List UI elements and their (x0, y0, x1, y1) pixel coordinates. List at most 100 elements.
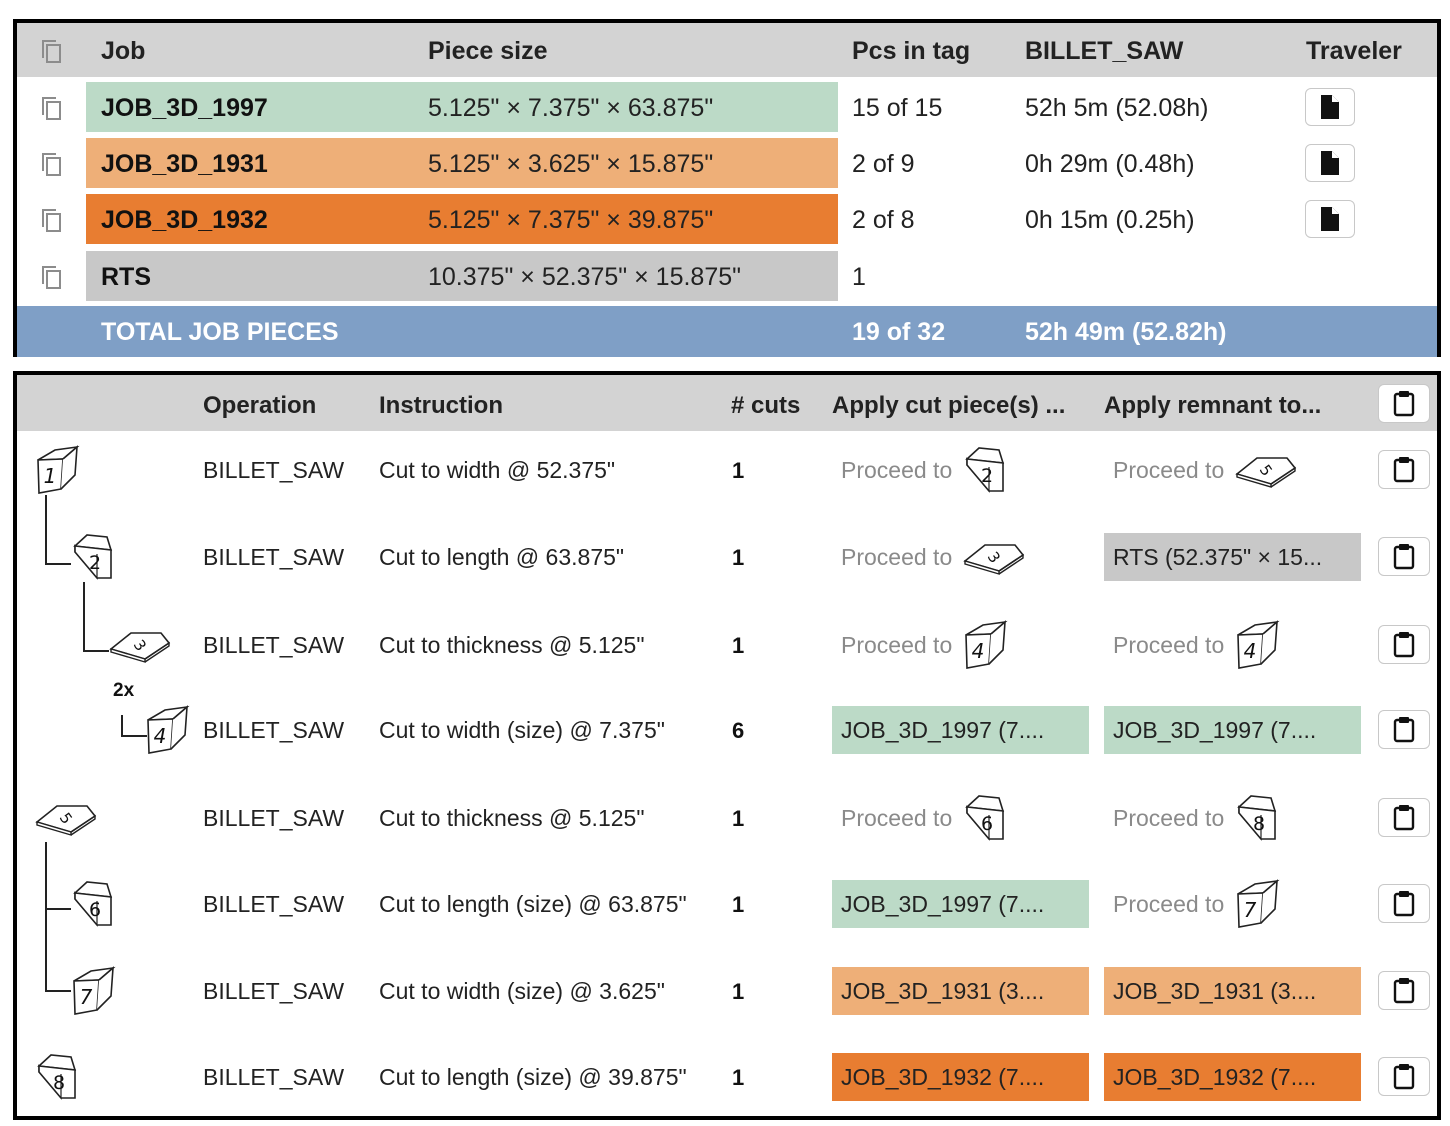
header-apply-cut[interactable]: Apply cut piece(s) ... (832, 392, 1066, 419)
svg-text:7: 7 (80, 985, 93, 1009)
job-color-band (86, 251, 838, 301)
svg-text:8: 8 (1253, 813, 1265, 835)
billet-saw-time: 0h 15m (0.25h) (1025, 206, 1195, 234)
pcs-in-tag: 15 of 15 (852, 94, 943, 122)
tree-line (45, 842, 47, 992)
cuts-count: 1 (732, 545, 745, 570)
piece-2-icon[interactable]: 2 (71, 532, 115, 582)
piece-4-icon[interactable]: 4 (963, 620, 1011, 672)
copy-row-button[interactable] (1378, 450, 1430, 489)
apply-cut-target[interactable]: JOB_3D_1932 (7.... (832, 1053, 1089, 1101)
job-name: JOB_3D_1997 (101, 94, 268, 122)
copy-row-button[interactable] (1378, 625, 1430, 664)
copy-row-button[interactable] (1378, 710, 1430, 749)
proceed-to-label: Proceed to (1113, 805, 1225, 831)
clipboard-icon (1393, 544, 1415, 570)
pcs-in-tag: 1 (852, 263, 866, 291)
instruction-text: Cut to width (size) @ 7.375" (379, 717, 665, 743)
copy-row-button[interactable] (1378, 798, 1430, 837)
apply-remnant-target[interactable]: JOB_3D_1931 (3.... (1104, 967, 1361, 1015)
piece-7-icon[interactable]: 7 (1235, 879, 1283, 931)
piece-4-icon[interactable]: 4 (145, 705, 193, 757)
header-apply-remnant[interactable]: Apply remnant to... (1104, 392, 1322, 419)
instruction-text: Cut to length @ 63.875" (379, 544, 625, 570)
copy-icon[interactable] (40, 151, 62, 177)
proceed-to-label: Proceed to (1113, 891, 1225, 917)
header-traveler[interactable]: Traveler (1306, 37, 1402, 65)
job-name: RTS (101, 263, 151, 291)
operation-name: BILLET_SAW (203, 632, 345, 658)
apply-remnant-target[interactable]: JOB_3D_1997 (7.... (1104, 706, 1361, 754)
copy-row-button[interactable] (1378, 971, 1430, 1010)
traveler-button[interactable] (1305, 144, 1355, 182)
header-operation[interactable]: Operation (203, 392, 317, 419)
clipboard-icon (1393, 891, 1415, 917)
jobs-summary-panel: Job Piece size Pcs in tag BILLET_SAW Tra… (13, 19, 1441, 357)
traveler-button[interactable] (1305, 88, 1355, 126)
traveler-button[interactable] (1305, 200, 1355, 238)
instruction-text: Cut to length (size) @ 63.875" (379, 891, 687, 917)
apply-remnant-target[interactable]: RTS (52.375" × 15... (1104, 533, 1361, 581)
apply-cut-target[interactable]: JOB_3D_1931 (3.... (832, 967, 1089, 1015)
header-job[interactable]: Job (101, 37, 146, 65)
piece-3-icon[interactable]: 3 (109, 627, 171, 663)
copy-row-button[interactable] (1378, 884, 1430, 923)
piece-size: 5.125" × 7.375" × 63.875" (428, 94, 714, 122)
piece-6-icon[interactable]: 6 (71, 879, 115, 929)
piece-8-icon[interactable]: 8 (35, 1052, 79, 1102)
multiplier-label: 2x (113, 680, 135, 701)
svg-text:7: 7 (1244, 898, 1257, 922)
job-name: JOB_3D_1931 (101, 150, 268, 178)
copy-icon[interactable] (40, 264, 62, 290)
copy-icon[interactable] (40, 207, 62, 233)
pcs-in-tag: 2 of 9 (852, 150, 915, 178)
header-cuts[interactable]: # cuts (731, 392, 801, 419)
copy-row-button[interactable] (1378, 1057, 1430, 1096)
svg-text:4: 4 (972, 639, 985, 663)
proceed-to-label: Proceed to (841, 805, 953, 831)
piece-5-icon[interactable]: 5 (35, 800, 97, 836)
billet-saw-time: 0h 29m (0.48h) (1025, 150, 1195, 178)
tree-line (45, 990, 71, 992)
header-billet-saw[interactable]: BILLET_SAW (1025, 37, 1184, 65)
svg-text:1: 1 (44, 464, 57, 488)
apply-remnant-target[interactable]: JOB_3D_1932 (7.... (1104, 1053, 1361, 1101)
tree-line (83, 650, 109, 652)
piece-2-icon[interactable]: 2 (963, 445, 1007, 495)
cuts-count: 1 (732, 633, 745, 658)
instruction-text: Cut to thickness @ 5.125" (379, 632, 645, 658)
copy-all-button[interactable] (1378, 384, 1430, 423)
header-instruction[interactable]: Instruction (379, 392, 503, 419)
svg-text:6: 6 (981, 813, 993, 835)
jobs-header-row: Job Piece size Pcs in tag BILLET_SAW Tra… (17, 23, 1437, 77)
total-row: TOTAL JOB PIECES 19 of 32 52h 49m (52.82… (17, 306, 1437, 357)
copy-icon[interactable] (40, 95, 62, 121)
svg-text:6: 6 (89, 899, 101, 921)
apply-cut-target[interactable]: JOB_3D_1997 (7.... (832, 706, 1089, 754)
piece-8-icon[interactable]: 8 (1235, 793, 1279, 843)
total-label: TOTAL JOB PIECES (101, 318, 339, 346)
total-time: 52h 49m (52.82h) (1025, 318, 1227, 346)
copy-row-button[interactable] (1378, 537, 1430, 576)
file-icon (1321, 95, 1339, 119)
piece-size: 5.125" × 7.375" × 39.875" (428, 206, 714, 234)
piece-5-icon[interactable]: 5 (1235, 452, 1297, 488)
copy-icon[interactable] (40, 38, 62, 64)
operation-name: BILLET_SAW (203, 457, 345, 483)
piece-size: 10.375" × 52.375" × 15.875" (428, 263, 742, 291)
header-piece-size[interactable]: Piece size (428, 37, 548, 65)
piece-7-icon[interactable]: 7 (71, 966, 119, 1018)
piece-4-icon[interactable]: 4 (1235, 620, 1283, 672)
instruction-text: Cut to width (size) @ 3.625" (379, 978, 665, 1004)
instruction-text: Cut to length (size) @ 39.875" (379, 1064, 687, 1090)
cuts-count: 1 (732, 806, 745, 831)
piece-6-icon[interactable]: 6 (963, 793, 1007, 843)
tree-line (45, 563, 71, 565)
operations-header-row: Operation Instruction # cuts Apply cut p… (17, 375, 1437, 431)
tree-line (121, 735, 147, 737)
piece-1-icon[interactable]: 1 (35, 445, 83, 497)
piece-3-icon[interactable]: 3 (963, 539, 1025, 575)
apply-cut-target[interactable]: JOB_3D_1997 (7.... (832, 880, 1089, 928)
svg-text:2: 2 (89, 552, 101, 574)
header-pcs-in-tag[interactable]: Pcs in tag (852, 37, 971, 65)
